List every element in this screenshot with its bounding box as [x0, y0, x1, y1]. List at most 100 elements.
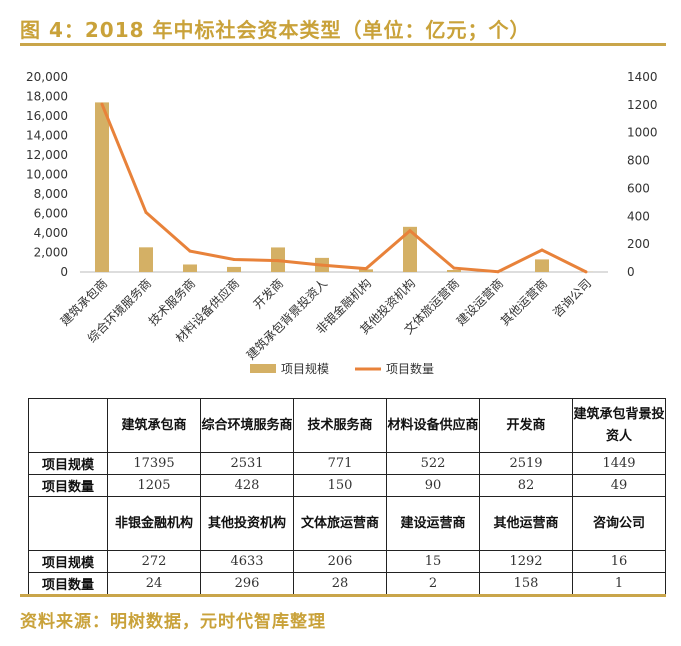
left-tick-label: 14,000	[26, 129, 68, 143]
row-label: 项目规模	[28, 452, 108, 475]
table-cell: 1	[572, 572, 666, 595]
corner-cell	[28, 398, 108, 453]
column-header: 其他运营商	[479, 496, 573, 551]
table-cell: 428	[200, 474, 294, 497]
left-tick-label: 10,000	[26, 168, 68, 182]
chart: 0 2,000 4,000 6,000 8,000 10,000 12,000 14,000 1…	[26, 70, 658, 376]
line-point	[320, 263, 324, 267]
category-label: 建设运营商	[453, 276, 506, 329]
table-cell: 28	[293, 572, 387, 595]
column-header: 咨询公司	[572, 496, 666, 551]
left-tick-label: 20,000	[26, 70, 68, 84]
table-cell: 1449	[572, 452, 666, 475]
right-tick-label: 800	[627, 154, 650, 168]
table-row: 项目规模 272 4633 206 15 1292 16	[28, 550, 666, 573]
bar	[535, 259, 549, 272]
right-tick-label: 0	[627, 265, 635, 279]
table-cell: 2	[386, 572, 480, 595]
line-point	[408, 229, 412, 233]
table-cell: 16	[572, 550, 666, 573]
column-header: 文体旅运营商	[293, 496, 387, 551]
table-cell: 1205	[107, 474, 201, 497]
bar	[183, 264, 197, 272]
bar	[359, 269, 373, 272]
right-tick-label: 1400	[627, 70, 658, 84]
category-label: 其他运营商	[497, 276, 550, 329]
row-label: 项目规模	[28, 550, 108, 573]
left-tick-label: 12,000	[26, 148, 68, 162]
bar	[227, 266, 241, 272]
table-cell: 1292	[479, 550, 573, 573]
table-cell: 17395	[107, 452, 201, 475]
corner-cell	[28, 496, 108, 551]
data-table: 建筑承包商 综合环境服务商 技术服务商 材料设备供应商 开发商 建筑承包背景投资人 项目规模…	[28, 398, 666, 595]
right-tick-label: 400	[627, 209, 650, 223]
table-cell: 90	[386, 474, 480, 497]
figure-title: 图 4：2018 年中标社会资本类型（单位：亿元；个）	[20, 18, 531, 42]
table-cell: 82	[479, 474, 573, 497]
legend-label: 项目数量	[386, 361, 434, 376]
category-label: 咨询公司	[550, 276, 595, 321]
left-tick-label: 8,000	[34, 187, 68, 201]
bar	[447, 269, 461, 272]
bar	[403, 226, 417, 272]
table-cell: 15	[386, 550, 480, 573]
column-header: 技术服务商	[293, 398, 387, 453]
table-header-row: 非银金融机构 其他投资机构 文体旅运营商 建设运营商 其他运营商 咨询公司	[28, 496, 666, 551]
row-label: 项目数量	[28, 572, 108, 595]
table-cell: 206	[293, 550, 387, 573]
column-header: 非银金融机构	[107, 496, 201, 551]
source-note: 资料来源：明树数据，元时代智库整理	[20, 612, 326, 632]
left-tick-label: 18,000	[26, 90, 68, 104]
table-cell: 2519	[479, 452, 573, 475]
line-point	[364, 267, 368, 271]
table-cell: 272	[107, 550, 201, 573]
line-point	[540, 248, 544, 252]
table-header-row: 建筑承包商 综合环境服务商 技术服务商 材料设备供应商 开发商 建筑承包背景投资人	[28, 398, 666, 453]
table-cell: 522	[386, 452, 480, 475]
right-tick-label: 1200	[627, 98, 658, 112]
table-cell: 296	[200, 572, 294, 595]
bar	[95, 102, 109, 273]
left-tick-label: 6,000	[34, 207, 68, 221]
footer-rule	[20, 594, 666, 597]
line-point	[276, 259, 280, 263]
table-row: 项目数量 24 296 28 2 158 1	[28, 572, 666, 595]
category-label: 开发商	[250, 276, 286, 312]
column-header: 开发商	[479, 398, 573, 453]
left-tick-label: 4,000	[34, 226, 68, 240]
table-row: 项目数量 1205 428 150 90 82 49	[28, 474, 666, 497]
column-header: 建筑承包背景投资人	[572, 398, 666, 453]
column-header: 其他投资机构	[200, 496, 294, 551]
title-rule	[20, 43, 666, 46]
line-point	[496, 270, 500, 274]
table-cell: 49	[572, 474, 666, 497]
bar	[139, 247, 153, 272]
column-header: 建筑承包商	[107, 398, 201, 453]
row-label: 项目数量	[28, 474, 108, 497]
column-header: 材料设备供应商	[386, 398, 480, 453]
legend-label: 项目规模	[281, 361, 329, 376]
right-tick-label: 1000	[627, 126, 658, 140]
table-cell: 150	[293, 474, 387, 497]
table-row: 项目规模 17395 2531 771 522 2519 1449	[28, 452, 666, 475]
line-point	[452, 266, 456, 270]
line-point	[144, 210, 148, 214]
line-point	[584, 270, 588, 274]
line-point	[100, 102, 104, 106]
column-header: 建设运营商	[386, 496, 480, 551]
line-point	[188, 249, 192, 253]
table-cell: 2531	[200, 452, 294, 475]
left-tick-label: 0	[60, 265, 68, 279]
table-cell: 158	[479, 572, 573, 595]
left-tick-label: 2,000	[34, 246, 68, 260]
legend-bar-swatch	[250, 364, 276, 373]
column-header: 综合环境服务商	[200, 398, 294, 453]
count-line	[100, 103, 587, 274]
table-cell: 4633	[200, 550, 294, 573]
table-cell: 24	[107, 572, 201, 595]
left-tick-label: 16,000	[26, 109, 68, 123]
right-tick-label: 600	[627, 181, 650, 195]
table-cell: 771	[293, 452, 387, 475]
line-point	[232, 257, 236, 261]
